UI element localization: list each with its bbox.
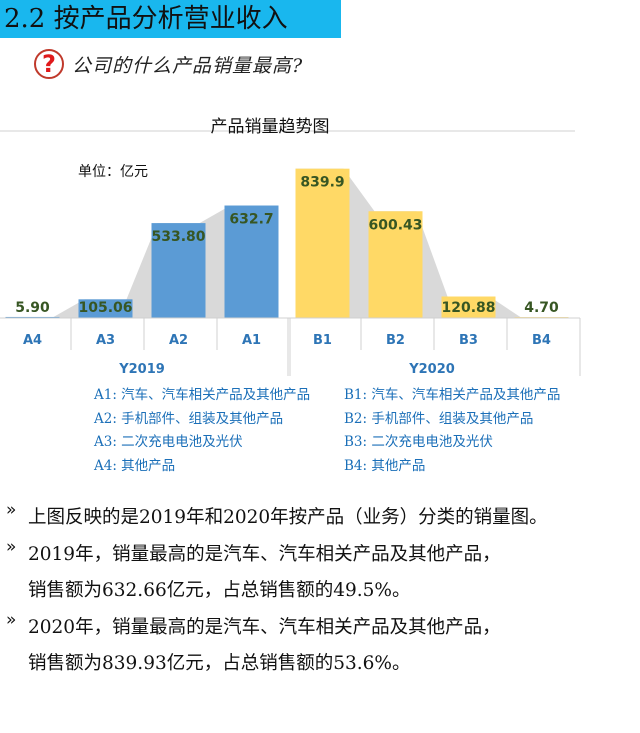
bullet-marker-icon: » <box>6 500 17 520</box>
question-text: 公司的什么产品销量最高? <box>72 54 304 77</box>
value-label-b4: 4.70 <box>524 300 559 316</box>
summary-bullets: » 上图反映的是2019年和2020年按产品（业务）分类的销量图。 » 2019… <box>6 500 640 683</box>
legend-item-a2: A2: 手机部件、组装及其他产品 <box>94 410 284 427</box>
group-label-y2020: Y2020 <box>408 362 455 377</box>
bullet-1-text: 上图反映的是2019年和2020年按产品（业务）分类的销量图。 <box>28 507 548 528</box>
value-label-b2: 600.43 <box>368 217 422 233</box>
bar-b1 <box>295 168 350 318</box>
category-label-a3: A3 <box>96 333 115 348</box>
trend-area-2 <box>295 168 569 318</box>
trend-area-1 <box>5 205 279 318</box>
value-label-a4: 5.90 <box>15 300 50 316</box>
category-label-b1: B1 <box>313 333 332 348</box>
bar-a1 <box>224 205 279 318</box>
category-label-b4: B4 <box>532 333 551 348</box>
value-label-a2: 533.80 <box>151 229 205 245</box>
bullet-2-line-1: 2019年，销量最高的是汽车、汽车相关产品及其他产品， <box>28 543 501 565</box>
bar-a4 <box>5 316 60 318</box>
group-label-y2019: Y2019 <box>118 362 165 377</box>
legend-item-b1: B1: 汽车、汽车相关产品及其他产品 <box>344 387 561 403</box>
legend-item-a3: A3: 二次充电电池及光伏 <box>94 434 243 450</box>
category-label-a4: A4 <box>23 333 42 348</box>
category-label-a1: A1 <box>242 333 261 348</box>
section-title: 2.2 按产品分析营业收入 <box>4 4 288 34</box>
legend-item-b2: B2: 手机部件、组装及其他产品 <box>344 410 534 427</box>
bullet-3-line-1: 2020年，销量最高的是汽车、汽车相关产品及其他产品， <box>28 616 501 638</box>
value-label-a3: 105.06 <box>78 300 132 316</box>
bar-b3 <box>441 296 496 318</box>
chart-title: 产品销量趋势图 <box>211 117 330 137</box>
value-label-a1: 632.7 <box>229 212 273 228</box>
bullet-2: » 2019年，销量最高的是汽车、汽车相关产品及其他产品， 销售额为632.66… <box>6 537 640 610</box>
bar-a2 <box>151 223 206 318</box>
legend-item-b3: B3: 二次充电电池及光伏 <box>344 434 493 450</box>
category-label-b2: B2 <box>386 333 405 348</box>
legend-item-a1: A1: 汽车、汽车相关产品及其他产品 <box>94 387 311 403</box>
bar-a3 <box>78 299 133 318</box>
bullet-3-line-2: 销售额为839.93亿元，占总销售额的53.6%。 <box>28 653 411 674</box>
sales-trend-chart: 产品销量趋势图 单位：亿元 5.90 105.06 533.80 632.7 839.9… <box>0 117 581 377</box>
bullet-marker-icon: » <box>6 609 17 630</box>
bullet-3: » 2020年，销量最高的是汽车、汽车相关产品及其他产品， 销售额为839.93… <box>6 610 640 683</box>
unit-label: 单位：亿元 <box>78 164 148 180</box>
bullet-2-line-2: 销售额为632.66亿元，占总销售额的49.5%。 <box>28 580 411 601</box>
legend-right: B1: 汽车、汽车相关产品及其他产品 B2: 手机部件、组装及其他产品 B3: … <box>344 384 560 478</box>
bullet-1: » 上图反映的是2019年和2020年按产品（业务）分类的销量图。 <box>6 500 640 537</box>
question-mark-icon: ? <box>34 49 64 79</box>
bar-b2 <box>368 211 423 318</box>
value-label-b3: 120.88 <box>441 300 495 316</box>
section-banner: 2.2 按产品分析营业收入 <box>0 0 341 38</box>
legend-item-b4: B4: 其他产品 <box>344 457 426 474</box>
value-label-b1: 839.9 <box>300 175 344 191</box>
legend-item-a4: A4: 其他产品 <box>94 457 176 474</box>
bullet-marker-icon: » <box>6 536 17 557</box>
category-label-a2: A2 <box>169 333 188 348</box>
legend-left: A1: 汽车、汽车相关产品及其他产品 A2: 手机部件、组装及其他产品 A3: … <box>94 384 310 478</box>
question-row: ? 公司的什么产品销量最高? <box>34 46 303 82</box>
category-label-b3: B3 <box>459 333 478 348</box>
